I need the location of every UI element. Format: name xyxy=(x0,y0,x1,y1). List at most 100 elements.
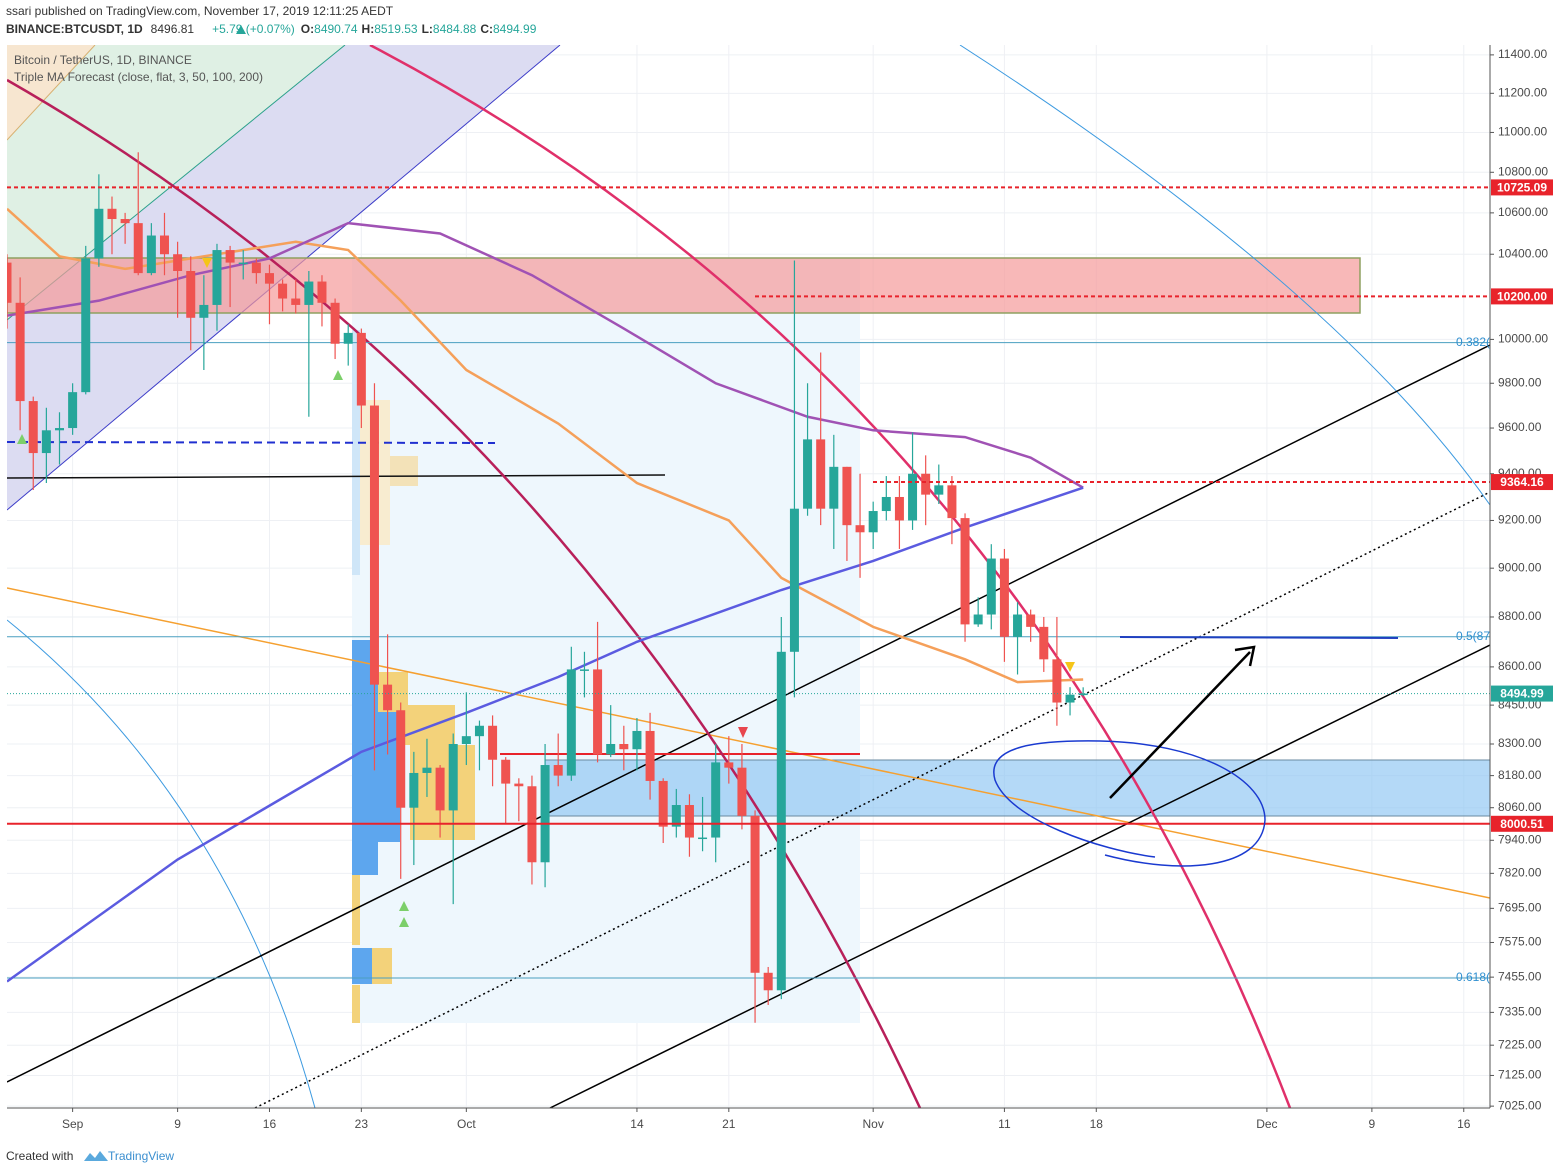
trend-line xyxy=(7,474,666,479)
fib-label: 0.5(87 xyxy=(1456,629,1490,643)
candle-body xyxy=(15,302,25,402)
candle-body xyxy=(999,558,1009,637)
candle-body xyxy=(435,767,445,811)
candle-body xyxy=(448,743,458,811)
ohlc-value: 8490.74 xyxy=(314,22,358,36)
price-label-box xyxy=(1491,179,1553,196)
candle-body xyxy=(409,772,419,808)
x-tick-label: Dec xyxy=(1256,1117,1277,1131)
footer-brand: TradingView xyxy=(108,1149,174,1163)
published-line: ssari published on TradingView.com, Nove… xyxy=(6,4,394,18)
candle-body xyxy=(658,780,668,827)
price-label-box xyxy=(1491,288,1553,305)
y-tick-label: 7820.00 xyxy=(1498,866,1542,880)
candle-body xyxy=(501,759,511,784)
candle-body xyxy=(816,439,826,509)
x-tick-label: 11 xyxy=(998,1117,1011,1131)
price-label-box xyxy=(1491,474,1553,491)
candle-body xyxy=(173,254,183,272)
candle-body xyxy=(199,304,209,318)
candle-body xyxy=(396,710,406,808)
target-line xyxy=(1119,636,1399,639)
curve xyxy=(7,78,922,1108)
candle-body xyxy=(645,730,655,781)
symbol-line: BINANCE:BTCUSDT, 1D 8496.81 +5.79 (+0.07%)… xyxy=(6,22,537,36)
candle-body xyxy=(304,281,314,305)
y-tick-label: 7455.00 xyxy=(1498,969,1542,983)
y-tick-label: 7335.00 xyxy=(1498,1005,1542,1019)
candle-body xyxy=(947,485,957,519)
y-tick-label: 9600.00 xyxy=(1498,420,1542,434)
x-tick-label: 18 xyxy=(1090,1117,1104,1131)
candle-body xyxy=(81,258,91,393)
candle-body xyxy=(68,392,78,429)
volume-profile-area xyxy=(352,258,860,1023)
candle-body xyxy=(737,767,747,816)
candle-body xyxy=(593,669,603,755)
candle-body xyxy=(908,473,918,521)
trend-line xyxy=(7,344,1490,1083)
candle-body xyxy=(41,430,51,454)
candle-body xyxy=(422,767,432,773)
candle-body xyxy=(724,762,734,768)
candle-body xyxy=(1039,626,1049,660)
candle-body xyxy=(750,815,760,973)
signal xyxy=(1065,662,1075,672)
candle-body xyxy=(855,525,865,533)
candle-body xyxy=(212,250,222,305)
candle-body xyxy=(54,428,64,431)
fib-label: 0.382( xyxy=(1456,335,1490,349)
candle-body xyxy=(566,669,576,776)
candle-body xyxy=(553,765,563,776)
ohlc-key: H: xyxy=(362,22,375,36)
trend-line xyxy=(7,441,496,444)
y-tick-label: 9000.00 xyxy=(1498,560,1542,574)
ohlc-key: C: xyxy=(480,22,493,36)
legend-item: Triple MA Forecast (close, flat, 3, 50, … xyxy=(14,70,263,84)
arrow-head xyxy=(1234,645,1256,667)
resistance-zone xyxy=(7,257,1361,314)
arrow xyxy=(1109,651,1251,799)
plot xyxy=(7,152,1490,1023)
price-label: 8494.99 xyxy=(1500,687,1544,701)
x-tick-label: 16 xyxy=(263,1117,277,1131)
last-price: 8496.81 xyxy=(151,22,195,36)
symbol: BINANCE:BTCUSDT, 1D xyxy=(6,22,143,36)
y-tick-label: 8300.00 xyxy=(1498,736,1542,750)
y-tick-label: 7125.00 xyxy=(1498,1068,1542,1082)
x-tick-label: Nov xyxy=(863,1117,884,1131)
trend-line xyxy=(7,587,1490,899)
candle-body xyxy=(986,558,996,615)
y-tick-label: 11000.00 xyxy=(1498,125,1547,139)
candle-body xyxy=(120,219,130,224)
price-label-box xyxy=(1491,685,1553,702)
candle-body xyxy=(383,684,393,711)
y-tick-label: 11400.00 xyxy=(1498,47,1547,61)
candle-body xyxy=(632,730,642,750)
ohlc-key: O: xyxy=(301,22,314,36)
signal xyxy=(202,258,212,268)
ohlc-value: 8519.53 xyxy=(374,22,418,36)
candle-body xyxy=(973,614,983,625)
candle-body xyxy=(94,208,104,259)
up-arrow-icon xyxy=(236,25,246,34)
candle-body xyxy=(763,972,773,991)
ohlc-value: 8484.88 xyxy=(433,22,477,36)
candle-body xyxy=(474,725,484,737)
candle-body xyxy=(921,473,931,495)
drawings-front xyxy=(17,258,1399,927)
candle-body xyxy=(776,651,786,991)
logo xyxy=(84,1151,108,1161)
ohlc-key: L: xyxy=(422,22,433,36)
fib-label: 0.618( xyxy=(1456,970,1490,984)
candle-body xyxy=(514,783,524,787)
candle-body xyxy=(133,223,143,274)
price-label: 10200.00 xyxy=(1497,290,1547,304)
signal xyxy=(17,434,27,444)
candle-body xyxy=(711,762,721,838)
candle-body xyxy=(1052,659,1062,703)
y-tick-label: 9200.00 xyxy=(1498,513,1542,527)
x-tick-label: 9 xyxy=(174,1117,181,1131)
candle-body xyxy=(894,496,904,521)
candle-body xyxy=(881,496,891,512)
